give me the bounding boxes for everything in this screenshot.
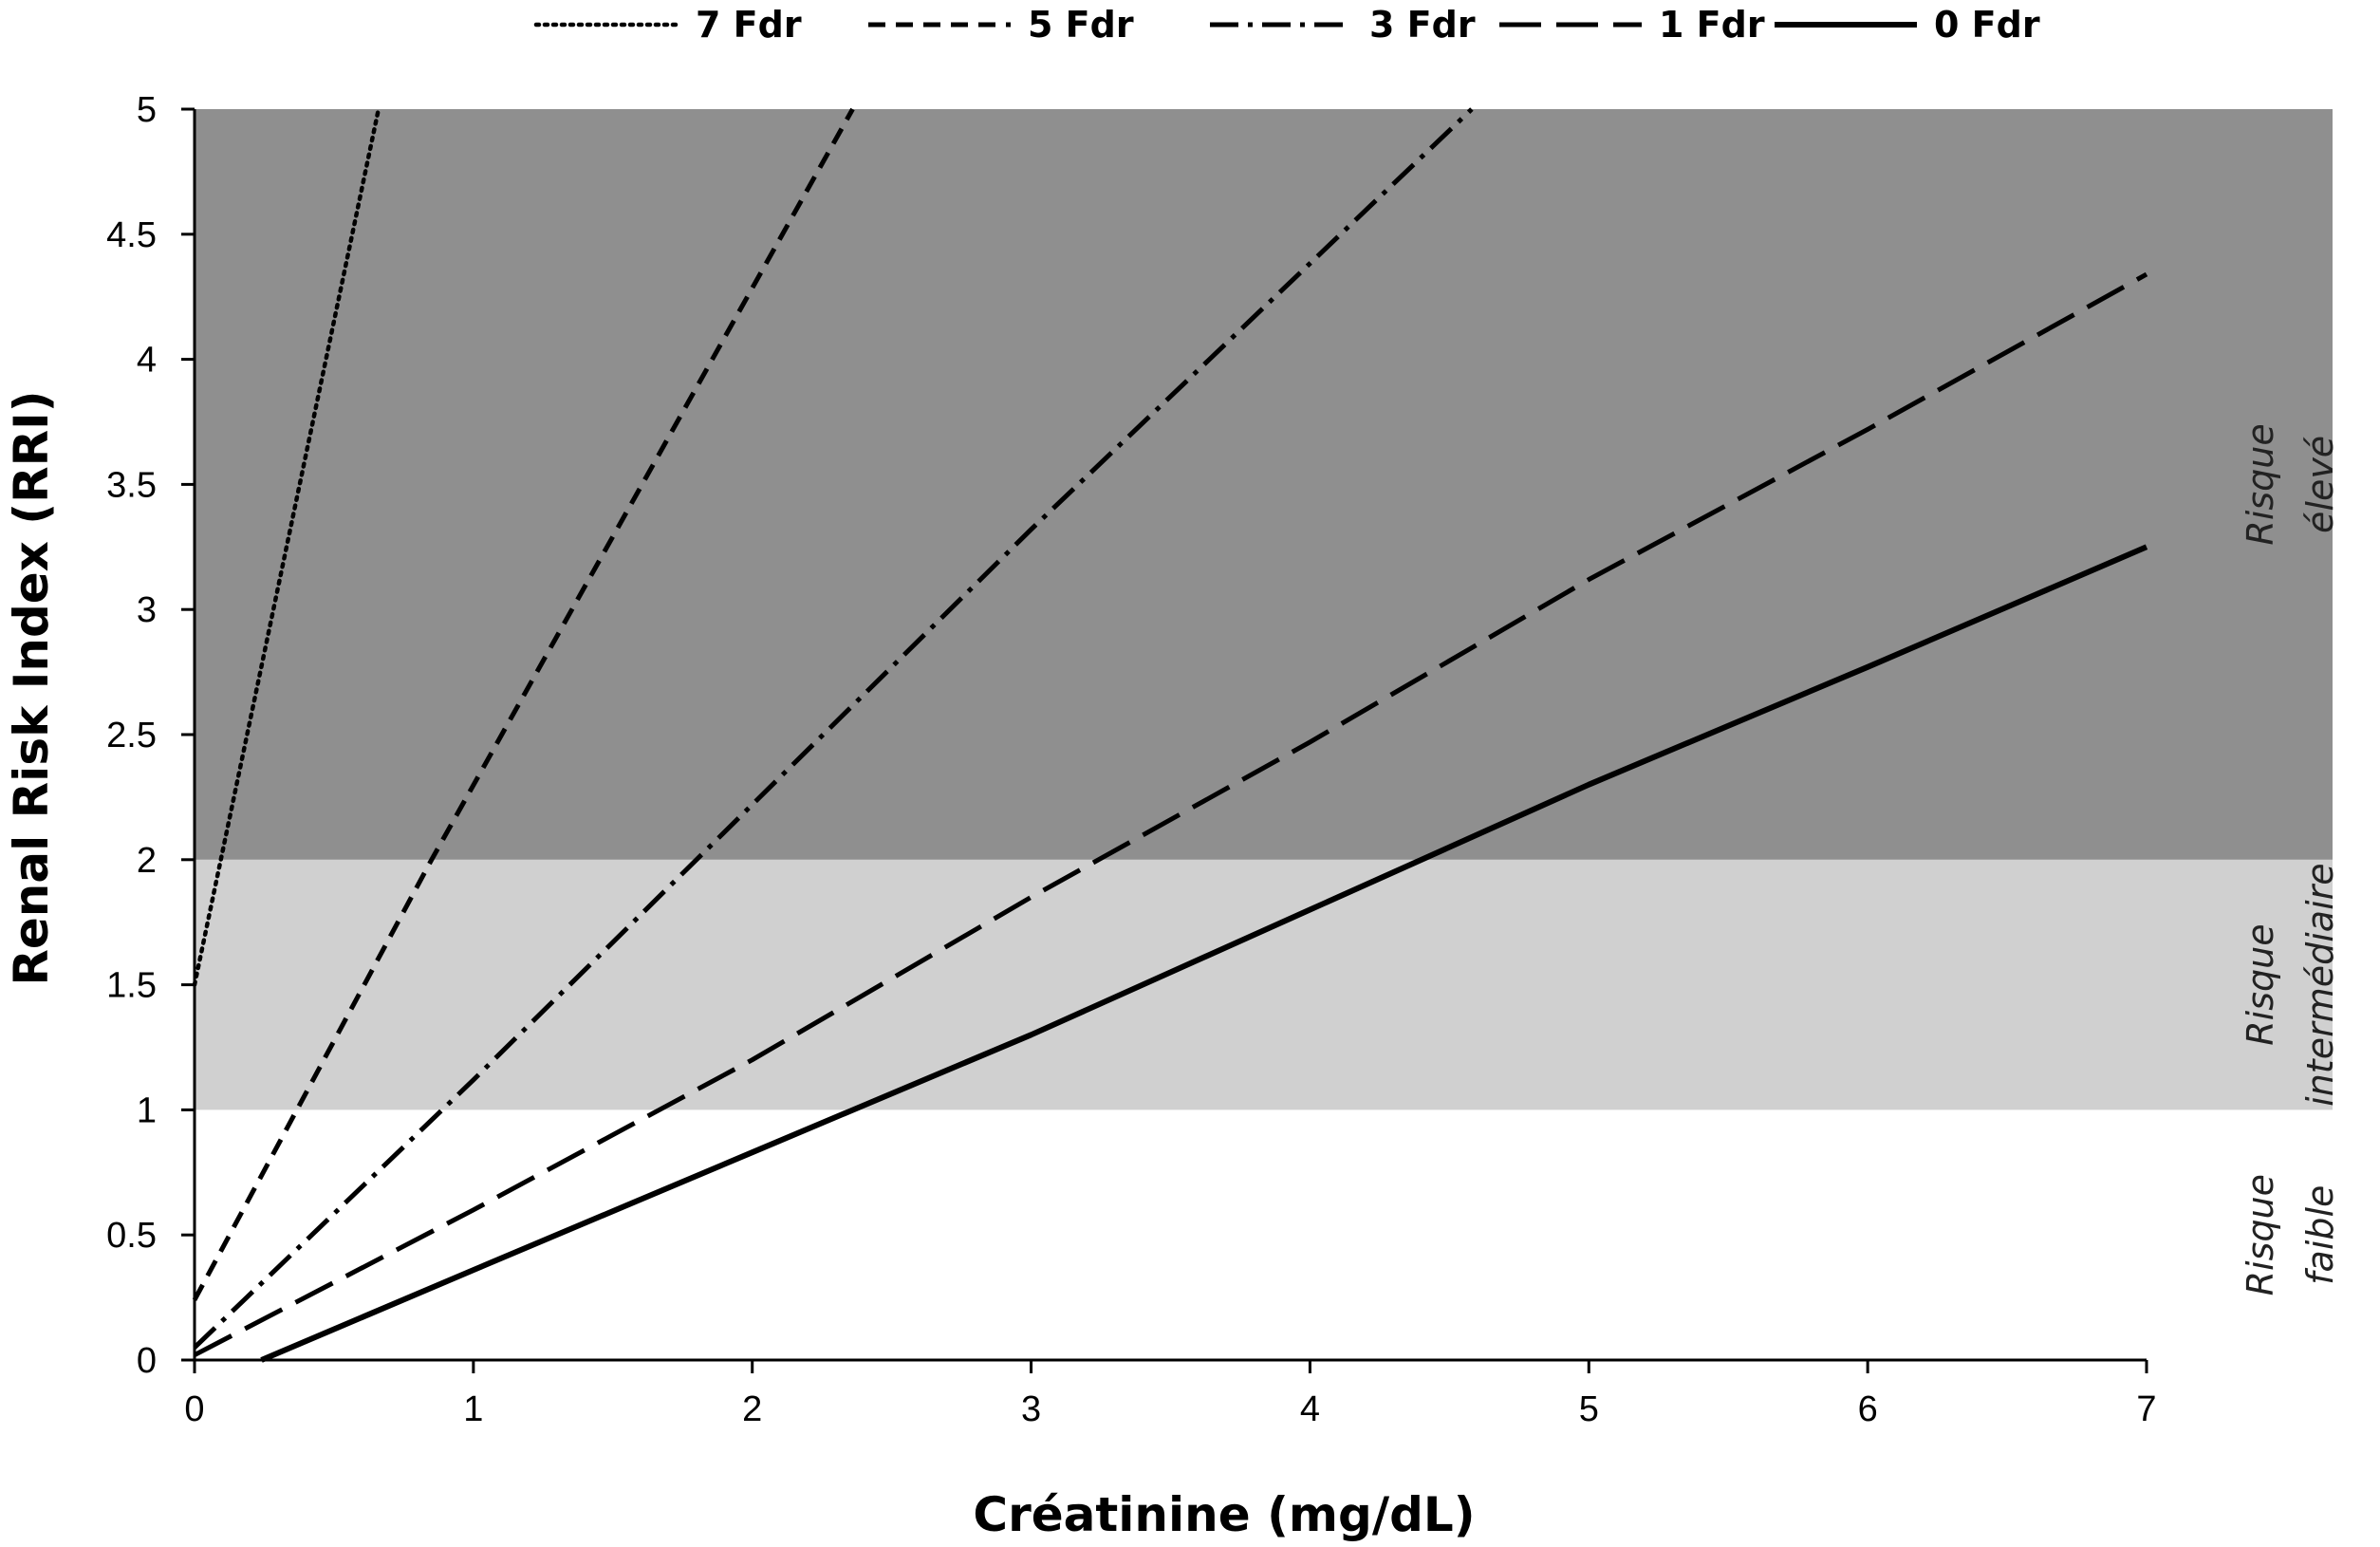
zone-label-line2-0: faible	[2299, 1185, 2341, 1285]
zone-band-1	[195, 859, 2333, 1110]
x-tick-label-1: 1	[463, 1389, 483, 1429]
legend-label-5-fdr: 5 Fdr	[1028, 4, 1134, 46]
axes: 0 1 2 3 4 5 6 7 0 0.5 1 1.5 2 2.5 3 3.5 4 4.5 5	[106, 90, 2156, 1429]
x-tick-label-5: 5	[1579, 1389, 1599, 1429]
series-line-5-fdr	[192, 107, 855, 1301]
series-lines	[192, 106, 2148, 1363]
y-tick-label-6: 3	[137, 590, 157, 630]
zone-label-line2-2: élevé	[2299, 436, 2341, 533]
y-axis-ticks: 0 0.5 1 1.5 2 2.5 3 3.5 4 4.5 5	[106, 90, 195, 1381]
zone-labels: Risque faible Risque intermédiaire Risque éle…	[2240, 423, 2341, 1295]
x-tick-label-7: 7	[2136, 1389, 2156, 1429]
x-tick-label-3: 3	[1021, 1389, 1041, 1429]
y-tick-label-7: 3.5	[106, 465, 157, 505]
x-tick-label-4: 4	[1300, 1389, 1320, 1429]
x-tick-label-0: 0	[184, 1389, 204, 1429]
risk-zones	[195, 109, 2333, 1360]
series-line-3-fdr	[193, 107, 1474, 1350]
y-tick-label-1: 0.5	[106, 1216, 157, 1256]
y-tick-label-3: 1.5	[106, 966, 157, 1006]
legend: 7 Fdr 5 Fdr 3 Fdr 1 Fdr 0 Fdr	[533, 4, 2040, 46]
zone-label-line1-2: Risque	[2240, 423, 2281, 545]
zone-label-line1-0: Risque	[2240, 1174, 2281, 1295]
zone-band-2	[195, 109, 2333, 860]
x-tick-label-2: 2	[742, 1389, 762, 1429]
y-tick-label-4: 2	[137, 841, 157, 881]
legend-label-0-fdr: 0 Fdr	[1934, 4, 2040, 46]
y-tick-label-8: 4	[137, 341, 157, 381]
x-tick-label-6: 6	[1858, 1389, 1878, 1429]
y-tick-label-5: 2.5	[106, 716, 157, 755]
legend-label-7-fdr: 7 Fdr	[696, 4, 802, 46]
zone-label-line1-1: Risque	[2240, 923, 2281, 1045]
y-tick-label-2: 1	[137, 1090, 157, 1130]
y-tick-label-10: 5	[137, 90, 157, 130]
legend-label-3-fdr: 3 Fdr	[1369, 4, 1476, 46]
series-line-7-fdr	[192, 106, 381, 987]
y-tick-label-9: 4.5	[106, 215, 157, 255]
series-line-0-fdr	[260, 544, 2148, 1363]
zone-band-0	[195, 1109, 2333, 1360]
series-line-1-fdr	[193, 271, 2148, 1357]
y-axis-title: Renal Risk Index (RRI)	[4, 390, 59, 985]
x-axis-title: Créatinine (mg/dL)	[973, 1487, 1475, 1542]
zone-label-line2-1: intermédiaire	[2299, 863, 2341, 1106]
legend-label-1-fdr: 1 Fdr	[1659, 4, 1765, 46]
x-axis-ticks: 0 1 2 3 4 5 6 7	[184, 1360, 2157, 1429]
y-tick-label-0: 0	[137, 1341, 157, 1381]
